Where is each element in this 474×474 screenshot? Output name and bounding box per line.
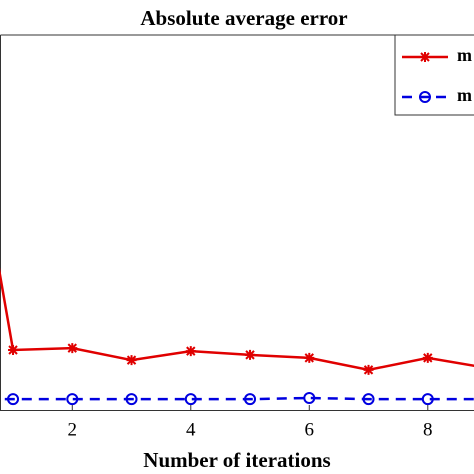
point: [184, 393, 197, 406]
point: [125, 393, 138, 406]
point: [7, 393, 20, 406]
x-axis-label: Number of iterations: [143, 448, 330, 472]
chart-title: Absolute average error: [140, 6, 347, 30]
point: [8, 345, 19, 355]
point: [422, 352, 433, 363]
point: [303, 392, 316, 404]
legend-label: m: [457, 85, 472, 105]
legend: mm: [394, 34, 474, 116]
series-line: [0, 267, 474, 372]
point: [363, 364, 374, 375]
point: [66, 393, 79, 406]
x-tick-label: 8: [423, 419, 433, 440]
point: [421, 393, 434, 406]
x-tick-label: 2: [68, 419, 78, 440]
x-tick-label: 4: [186, 419, 196, 440]
legend-label: m: [457, 45, 472, 65]
series-line: [0, 396, 474, 401]
x-tick-label: 6: [305, 419, 315, 440]
point: [67, 343, 78, 354]
legend-marker: [419, 91, 431, 103]
point: [304, 352, 315, 363]
point: [362, 393, 375, 406]
point: [244, 393, 257, 406]
plot-area: [0, 267, 474, 406]
point: [245, 349, 256, 360]
legend-box: [394, 34, 474, 116]
point: [126, 355, 137, 366]
point: [185, 346, 196, 357]
legend-marker: [420, 52, 430, 62]
